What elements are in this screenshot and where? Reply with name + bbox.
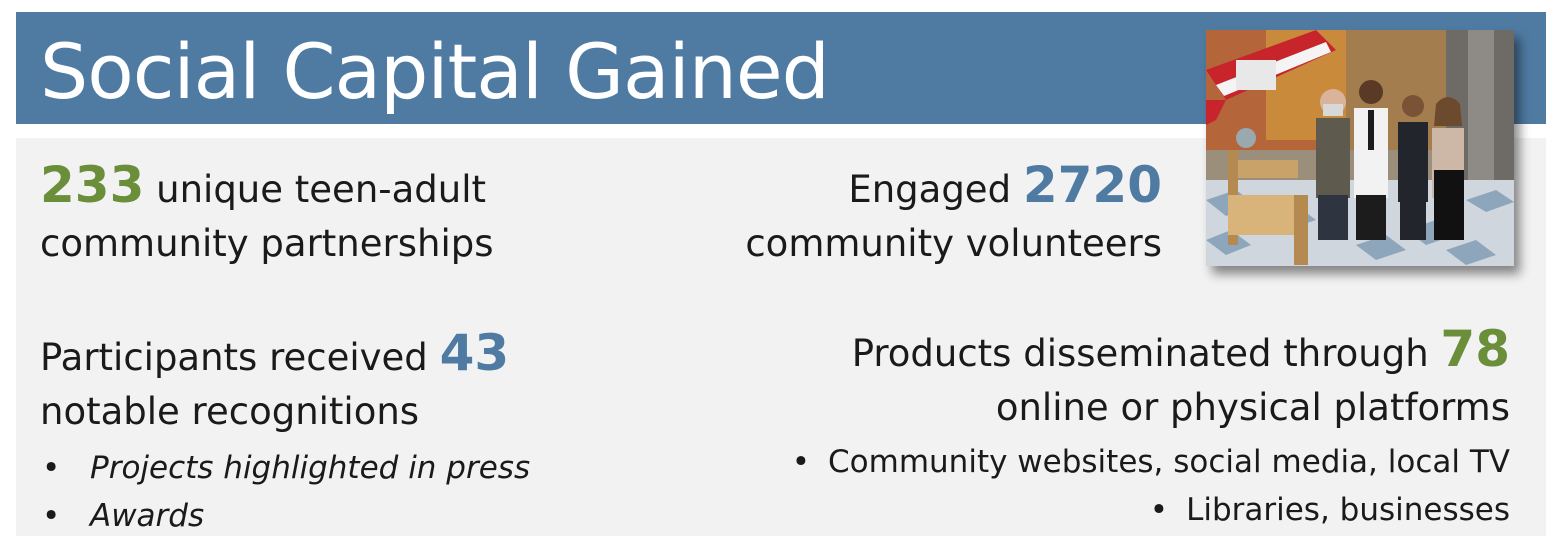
stat-recognitions: Participants received 43 notable recogni… [40, 326, 509, 439]
products-bullet-list: • Community websites, social media, local… [792, 438, 1510, 534]
stat-volunteers-prefix: Engaged [848, 168, 1012, 211]
stat-partnerships-line1: 233 unique teen-adult [40, 158, 494, 217]
stat-products-number: 78 [1440, 320, 1510, 378]
stat-partnerships-number: 233 [40, 156, 145, 214]
bullet-icon: • [42, 498, 61, 534]
list-item: • Awards [40, 492, 530, 540]
stat-recognitions-prefix: Participants received [40, 336, 428, 379]
stat-recognitions-line1: Participants received 43 [40, 326, 509, 385]
stat-recognitions-text2: notable recognitions [40, 390, 420, 433]
bullet-text: Awards [90, 498, 205, 534]
list-item: • Community websites, social media, local… [792, 438, 1510, 486]
stat-volunteers: Engaged 2720 community volunteers [745, 158, 1162, 271]
bullet-icon: • [1149, 492, 1169, 528]
recognitions-bullet-list: • Projects highlighted in press • Awards [40, 444, 530, 540]
stat-volunteers-text2: community volunteers [745, 222, 1162, 265]
stat-volunteers-line1: Engaged 2720 [745, 158, 1162, 217]
group-photo-image [1206, 30, 1514, 266]
stat-volunteers-number: 2720 [1022, 156, 1162, 214]
stat-partnerships: 233 unique teen-adult community partners… [40, 158, 494, 271]
stat-products-prefix: Products disseminated through [851, 332, 1429, 375]
bullet-icon: • [42, 450, 61, 486]
stat-products: Products disseminated through 78 online … [852, 322, 1510, 435]
group-photo-illustration [1206, 30, 1514, 266]
stat-partnerships-text2: community partnerships [40, 222, 494, 265]
stat-partnerships-text1: unique teen-adult [156, 168, 487, 211]
stat-products-line1: Products disseminated through 78 [852, 322, 1510, 381]
list-item: • Libraries, businesses [792, 486, 1510, 534]
list-item: • Projects highlighted in press [40, 444, 530, 492]
stat-products-text2: online or physical platforms [995, 386, 1510, 429]
slide-title: Social Capital Gained [40, 27, 830, 116]
bullet-icon: • [791, 444, 811, 480]
bullet-text: Community websites, social media, local … [828, 444, 1510, 480]
bullet-text: Projects highlighted in press [90, 450, 531, 486]
bullet-text: Libraries, businesses [1186, 492, 1510, 528]
stat-recognitions-number: 43 [439, 324, 510, 382]
